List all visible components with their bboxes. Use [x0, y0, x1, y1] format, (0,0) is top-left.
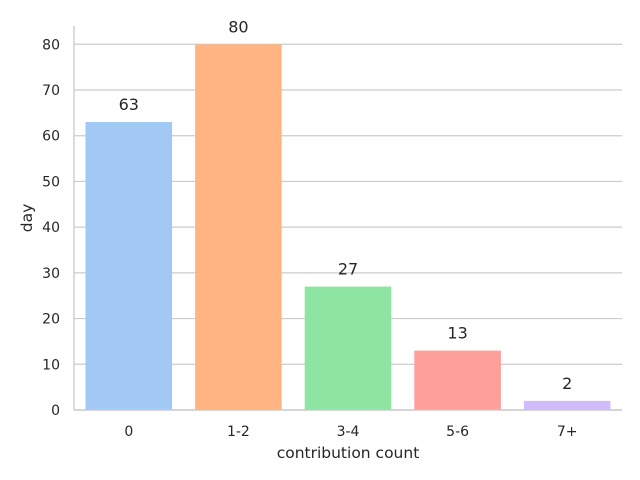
y-axis-label: day [18, 204, 36, 233]
y-tick-label: 30 [42, 266, 60, 282]
x-axis-label: contribution count [277, 444, 420, 462]
y-tick-label: 20 [42, 312, 60, 328]
y-tick-label: 10 [42, 357, 60, 373]
y-tick-label: 50 [42, 174, 60, 190]
x-tick-labels: 0 1-2 3-4 5-6 7+ [124, 424, 577, 440]
x-tick-label: 5-6 [446, 424, 469, 440]
bar-5-6 [414, 350, 501, 410]
data-labels-group: 63 80 27 13 2 [119, 17, 573, 393]
data-label: 80 [228, 17, 248, 36]
bars-group [85, 44, 611, 411]
data-label: 13 [447, 324, 467, 343]
data-label: 2 [562, 374, 572, 393]
x-tick-label: 0 [124, 424, 133, 440]
y-tick-label: 70 [42, 83, 60, 99]
x-tick-label: 3-4 [337, 424, 360, 440]
x-tick-label: 1-2 [227, 424, 250, 440]
y-tick-label: 0 [51, 403, 60, 419]
y-tick-label: 80 [42, 37, 60, 53]
data-label: 27 [338, 260, 358, 279]
bar-7+ [523, 400, 611, 410]
y-tick-label: 40 [42, 220, 60, 236]
x-tick-label: 7+ [557, 424, 578, 440]
bar-3-4 [304, 286, 392, 410]
y-tick-labels: 0 10 20 30 40 50 60 70 80 [42, 37, 60, 419]
bar-1-2 [195, 44, 282, 411]
bar-0 [85, 122, 173, 410]
y-tick-label: 60 [42, 129, 60, 145]
data-label: 63 [119, 95, 139, 114]
